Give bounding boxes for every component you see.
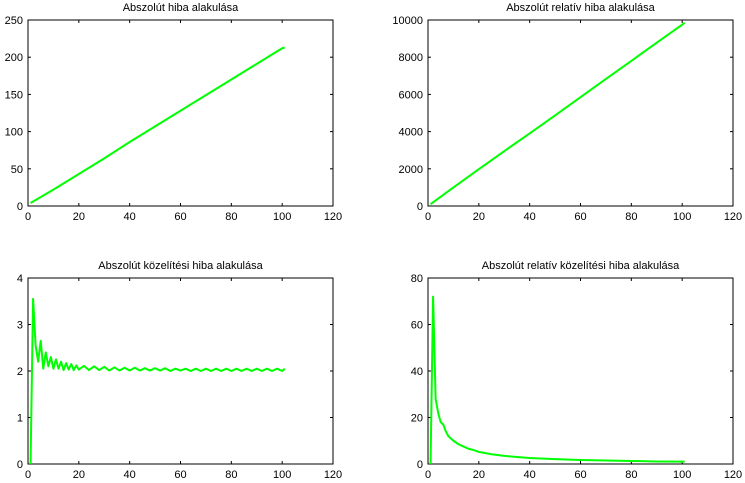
y-tick-label: 60	[411, 320, 423, 332]
x-tick-label: 100	[273, 211, 291, 223]
x-tick-label: 100	[673, 211, 691, 223]
y-tick-label: 1	[17, 413, 23, 425]
x-tick-label: 0	[25, 469, 31, 481]
x-tick-label: 40	[524, 469, 536, 481]
plot-area	[427, 19, 734, 207]
x-tick-label: 0	[25, 211, 31, 223]
y-tick-label: 50	[11, 164, 23, 176]
x-tick-label: 60	[174, 211, 186, 223]
y-tick-label: 100	[5, 127, 23, 139]
chart-title: Abszolút közelítési hiba alakulása	[98, 260, 263, 272]
x-tick-label: 60	[574, 211, 586, 223]
y-tick-label: 2000	[399, 164, 423, 176]
y-tick-label: 0	[17, 201, 23, 213]
y-tick-label: 0	[417, 201, 423, 213]
x-tick-label: 60	[174, 469, 186, 481]
chart-title: Abszolút relatív hiba alakulása	[506, 2, 655, 14]
chart-absolute-relative-approximation-error: Abszolút relatív közelítési hiba alakulá…	[411, 260, 742, 481]
chart-absolute-error: Abszolút hiba alakulása 0 20 40 60 80 100 120 0 5…	[5, 2, 343, 223]
y-tick-label: 250	[5, 15, 23, 27]
x-tick-label: 20	[473, 211, 485, 223]
y-tick-label: 40	[411, 366, 423, 378]
x-tick-label: 80	[225, 469, 237, 481]
y-tick-label: 20	[411, 413, 423, 425]
x-tick-label: 120	[324, 211, 342, 223]
chart-absolute-relative-error: Abszolút relatív hiba alakulása 0 20 40 60 80…	[392, 2, 742, 223]
y-tick-label: 80	[411, 273, 423, 285]
x-tick-label: 100	[673, 469, 691, 481]
series-line	[29, 297, 286, 465]
x-tick-label: 0	[425, 211, 431, 223]
series-line	[429, 295, 685, 465]
y-tick-label: 4	[17, 273, 23, 285]
series-line	[429, 21, 686, 205]
x-tick-label: 80	[225, 211, 237, 223]
plot-area	[427, 277, 734, 465]
x-tick-label: 100	[273, 469, 291, 481]
x-tick-label: 120	[724, 211, 742, 223]
y-tick-label: 6000	[399, 89, 423, 101]
x-tick-label: 80	[625, 211, 637, 223]
y-tick-label: 0	[17, 459, 23, 471]
x-tick-label: 80	[625, 469, 637, 481]
y-tick-label: 10000	[392, 15, 423, 27]
x-tick-label: 20	[73, 211, 85, 223]
x-tick-label: 0	[425, 469, 431, 481]
y-tick-label: 0	[417, 459, 423, 471]
chart-title: Abszolút hiba alakulása	[123, 2, 239, 14]
y-tick-label: 8000	[399, 52, 423, 64]
y-tick-label: 3	[17, 320, 23, 332]
x-tick-label: 40	[124, 211, 136, 223]
y-tick-label: 2	[17, 366, 23, 378]
x-tick-label: 120	[724, 469, 742, 481]
y-tick-label: 150	[5, 89, 23, 101]
x-tick-label: 20	[73, 469, 85, 481]
x-tick-label: 40	[524, 211, 536, 223]
series-line	[30, 46, 285, 204]
x-tick-label: 40	[124, 469, 136, 481]
x-tick-label: 20	[473, 469, 485, 481]
x-tick-label: 120	[324, 469, 342, 481]
x-tick-label: 60	[574, 469, 586, 481]
y-tick-label: 4000	[399, 127, 423, 139]
y-tick-label: 200	[5, 52, 23, 64]
chart-title: Abszolút relatív közelítési hiba alakulá…	[482, 260, 680, 272]
